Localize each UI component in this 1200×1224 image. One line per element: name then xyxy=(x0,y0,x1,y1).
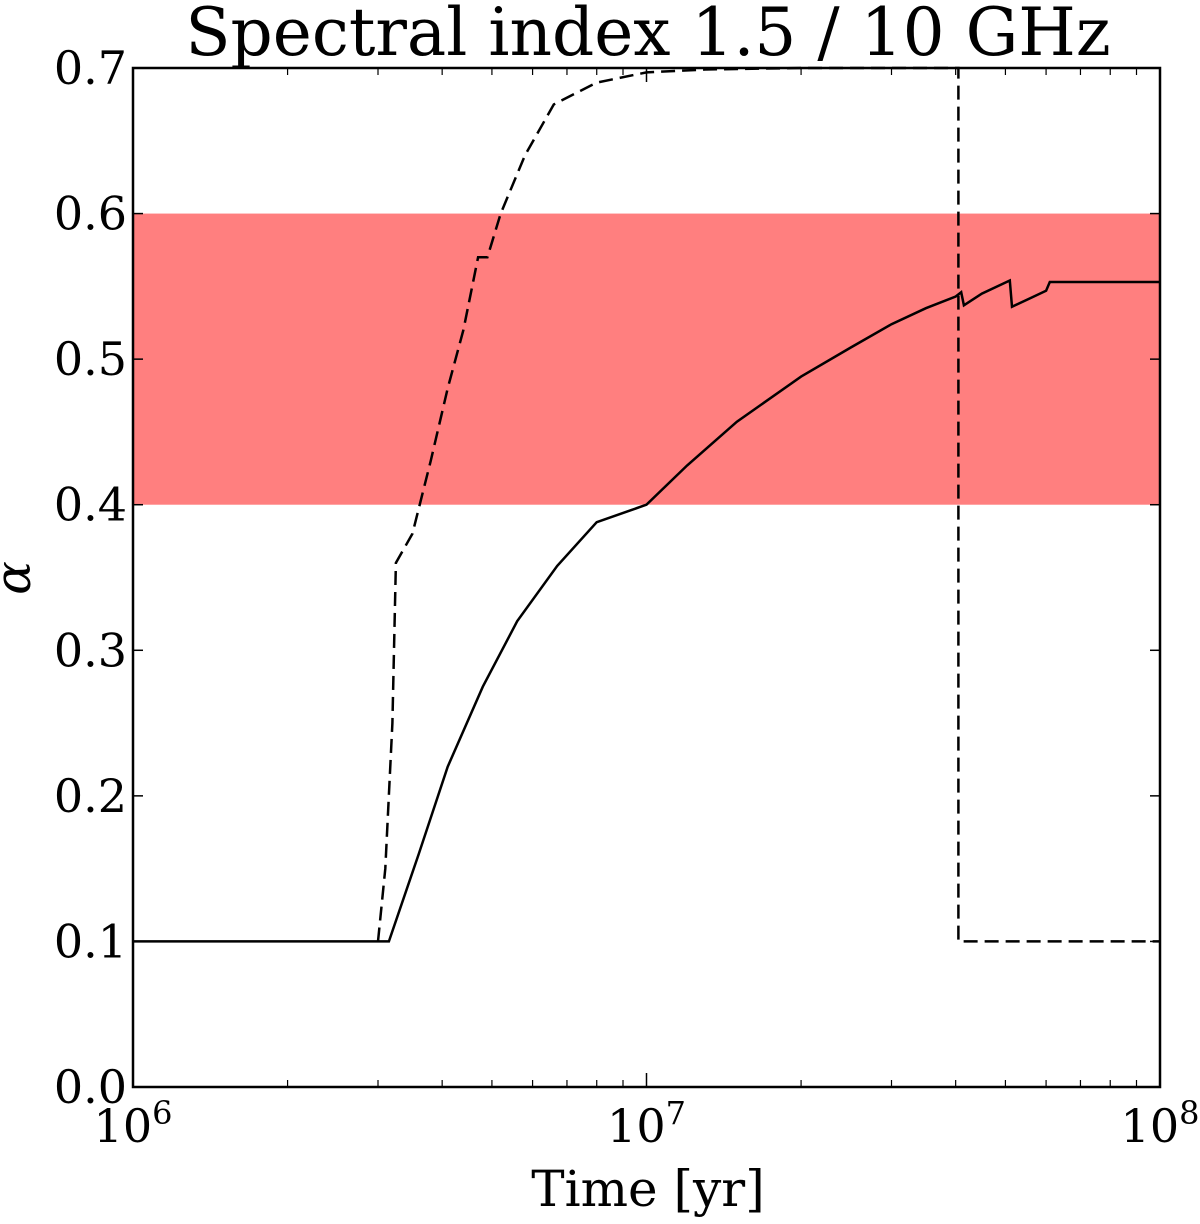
x-tick-label: 107 xyxy=(607,1094,686,1153)
y-tick-label: 0.1 xyxy=(54,914,127,968)
y-tick-label: 0.4 xyxy=(54,478,127,532)
y-axis-label: α xyxy=(0,561,42,595)
y-tick-label: 0.6 xyxy=(54,187,127,241)
x-axis-label: Time [yr] xyxy=(531,1160,764,1218)
y-tick-label: 0.2 xyxy=(54,769,127,823)
confidence-band xyxy=(133,213,1160,505)
y-tick-label: 0.3 xyxy=(54,623,127,677)
chart-title: Spectral index 1.5 / 10 GHz xyxy=(185,0,1110,71)
x-tick-label: 106 xyxy=(94,1094,173,1153)
series-line-solid xyxy=(133,278,1160,943)
y-tick-label: 0.0 xyxy=(54,1060,127,1114)
y-tick-label: 0.7 xyxy=(54,41,127,95)
x-tick-label: 108 xyxy=(1121,1094,1200,1153)
y-tick-label: 0.5 xyxy=(54,332,127,386)
